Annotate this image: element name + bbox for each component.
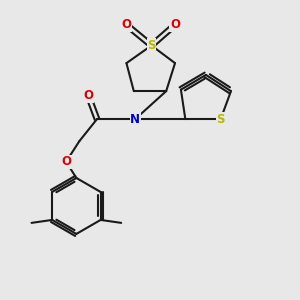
Text: S: S — [147, 39, 156, 52]
Text: O: O — [122, 18, 131, 32]
Text: S: S — [216, 112, 225, 126]
Text: O: O — [61, 155, 71, 168]
Text: O: O — [83, 89, 93, 102]
Text: O: O — [170, 18, 180, 32]
Text: N: N — [130, 112, 140, 126]
